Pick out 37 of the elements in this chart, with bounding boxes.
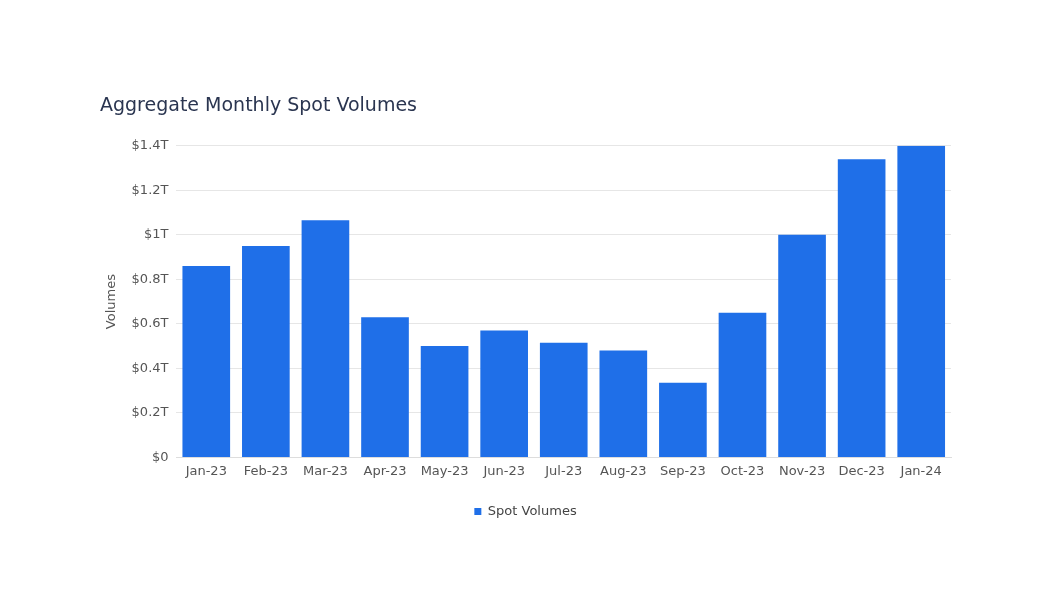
y-tick-label: $1.4T	[131, 137, 169, 153]
bar	[897, 145, 946, 457]
y-tick-label: $1T	[144, 226, 169, 242]
bar	[242, 245, 290, 457]
y-tick-label: $0.2T	[131, 404, 169, 420]
chart-title: Aggregate Monthly Spot Volumes	[100, 93, 417, 116]
bar	[718, 312, 767, 457]
legend-label: Spot Volumes	[487, 502, 577, 518]
x-tick-label: Feb-23	[243, 462, 288, 478]
bar	[480, 330, 528, 457]
bar	[837, 159, 886, 457]
bar	[301, 220, 350, 457]
x-tick-label: May-23	[420, 462, 469, 478]
x-tick-label: Jan-24	[899, 462, 942, 478]
y-axis-title: Volumes	[103, 273, 119, 330]
bar	[778, 234, 826, 457]
x-tick-label: Mar-23	[302, 462, 348, 478]
x-tick-label: Nov-23	[778, 462, 826, 478]
bar	[182, 265, 231, 457]
y-tick-label: $0.4T	[131, 359, 169, 375]
x-tick-label: Sep-23	[660, 462, 706, 478]
bar	[420, 346, 469, 457]
x-tick-label: Apr-23	[363, 462, 407, 478]
x-tick-label: Aug-23	[600, 462, 647, 478]
x-tick-label: Jul-23	[544, 462, 583, 478]
x-tick-label: Jan-23	[184, 462, 227, 478]
y-tick-label: $0	[151, 448, 169, 464]
y-tick-label: $0.8T	[131, 270, 169, 286]
y-tick-label: $1.2T	[131, 181, 169, 197]
bar	[599, 350, 648, 457]
x-tick-label: Oct-23	[720, 462, 765, 478]
bar	[539, 342, 588, 457]
x-tick-label: Dec-23	[838, 462, 885, 478]
bar	[361, 317, 409, 457]
x-tick-label: Jun-23	[482, 462, 525, 478]
y-tick-label: $0.6T	[131, 315, 169, 331]
bar	[659, 382, 707, 457]
